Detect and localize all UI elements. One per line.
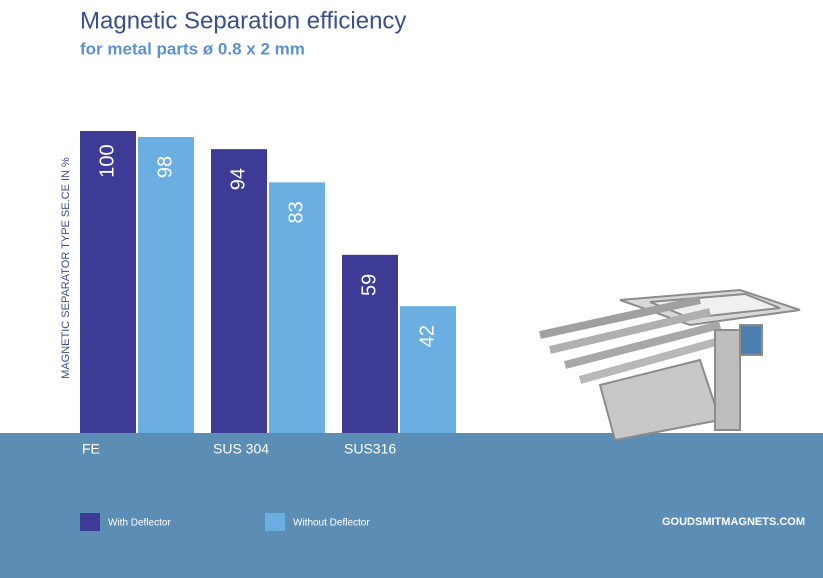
value-label: 83 [285, 201, 307, 223]
source: GOUDSMITMAGNETS.COM [662, 516, 805, 528]
chart-subtitle: for metal parts ø 0.8 x 2 mm [80, 39, 305, 58]
value-label: 100 [96, 144, 118, 177]
product-illustration [540, 290, 800, 440]
x-tick-label: FE [82, 441, 100, 457]
y-axis-label: MAGNETIC SEPARATOR TYPE SE.CE IN % [60, 157, 72, 379]
x-tick-label: SUS316 [344, 441, 396, 457]
value-label: 98 [154, 156, 176, 178]
bar [211, 149, 267, 433]
chart-title: Magnetic Separation efficiency [80, 7, 406, 34]
value-label: 42 [416, 325, 438, 347]
bar [138, 137, 194, 433]
value-label: 59 [358, 274, 380, 296]
legend-label: With Deflector [108, 518, 171, 529]
legend-swatch [265, 513, 285, 531]
x-tick-label: SUS 304 [213, 441, 269, 457]
value-label: 94 [227, 168, 249, 190]
legend-swatch [80, 513, 100, 531]
legend-label: Without Deflector [293, 518, 370, 529]
chart: Magnetic Separation efficiency for metal… [0, 0, 823, 578]
footer-band [0, 433, 823, 578]
